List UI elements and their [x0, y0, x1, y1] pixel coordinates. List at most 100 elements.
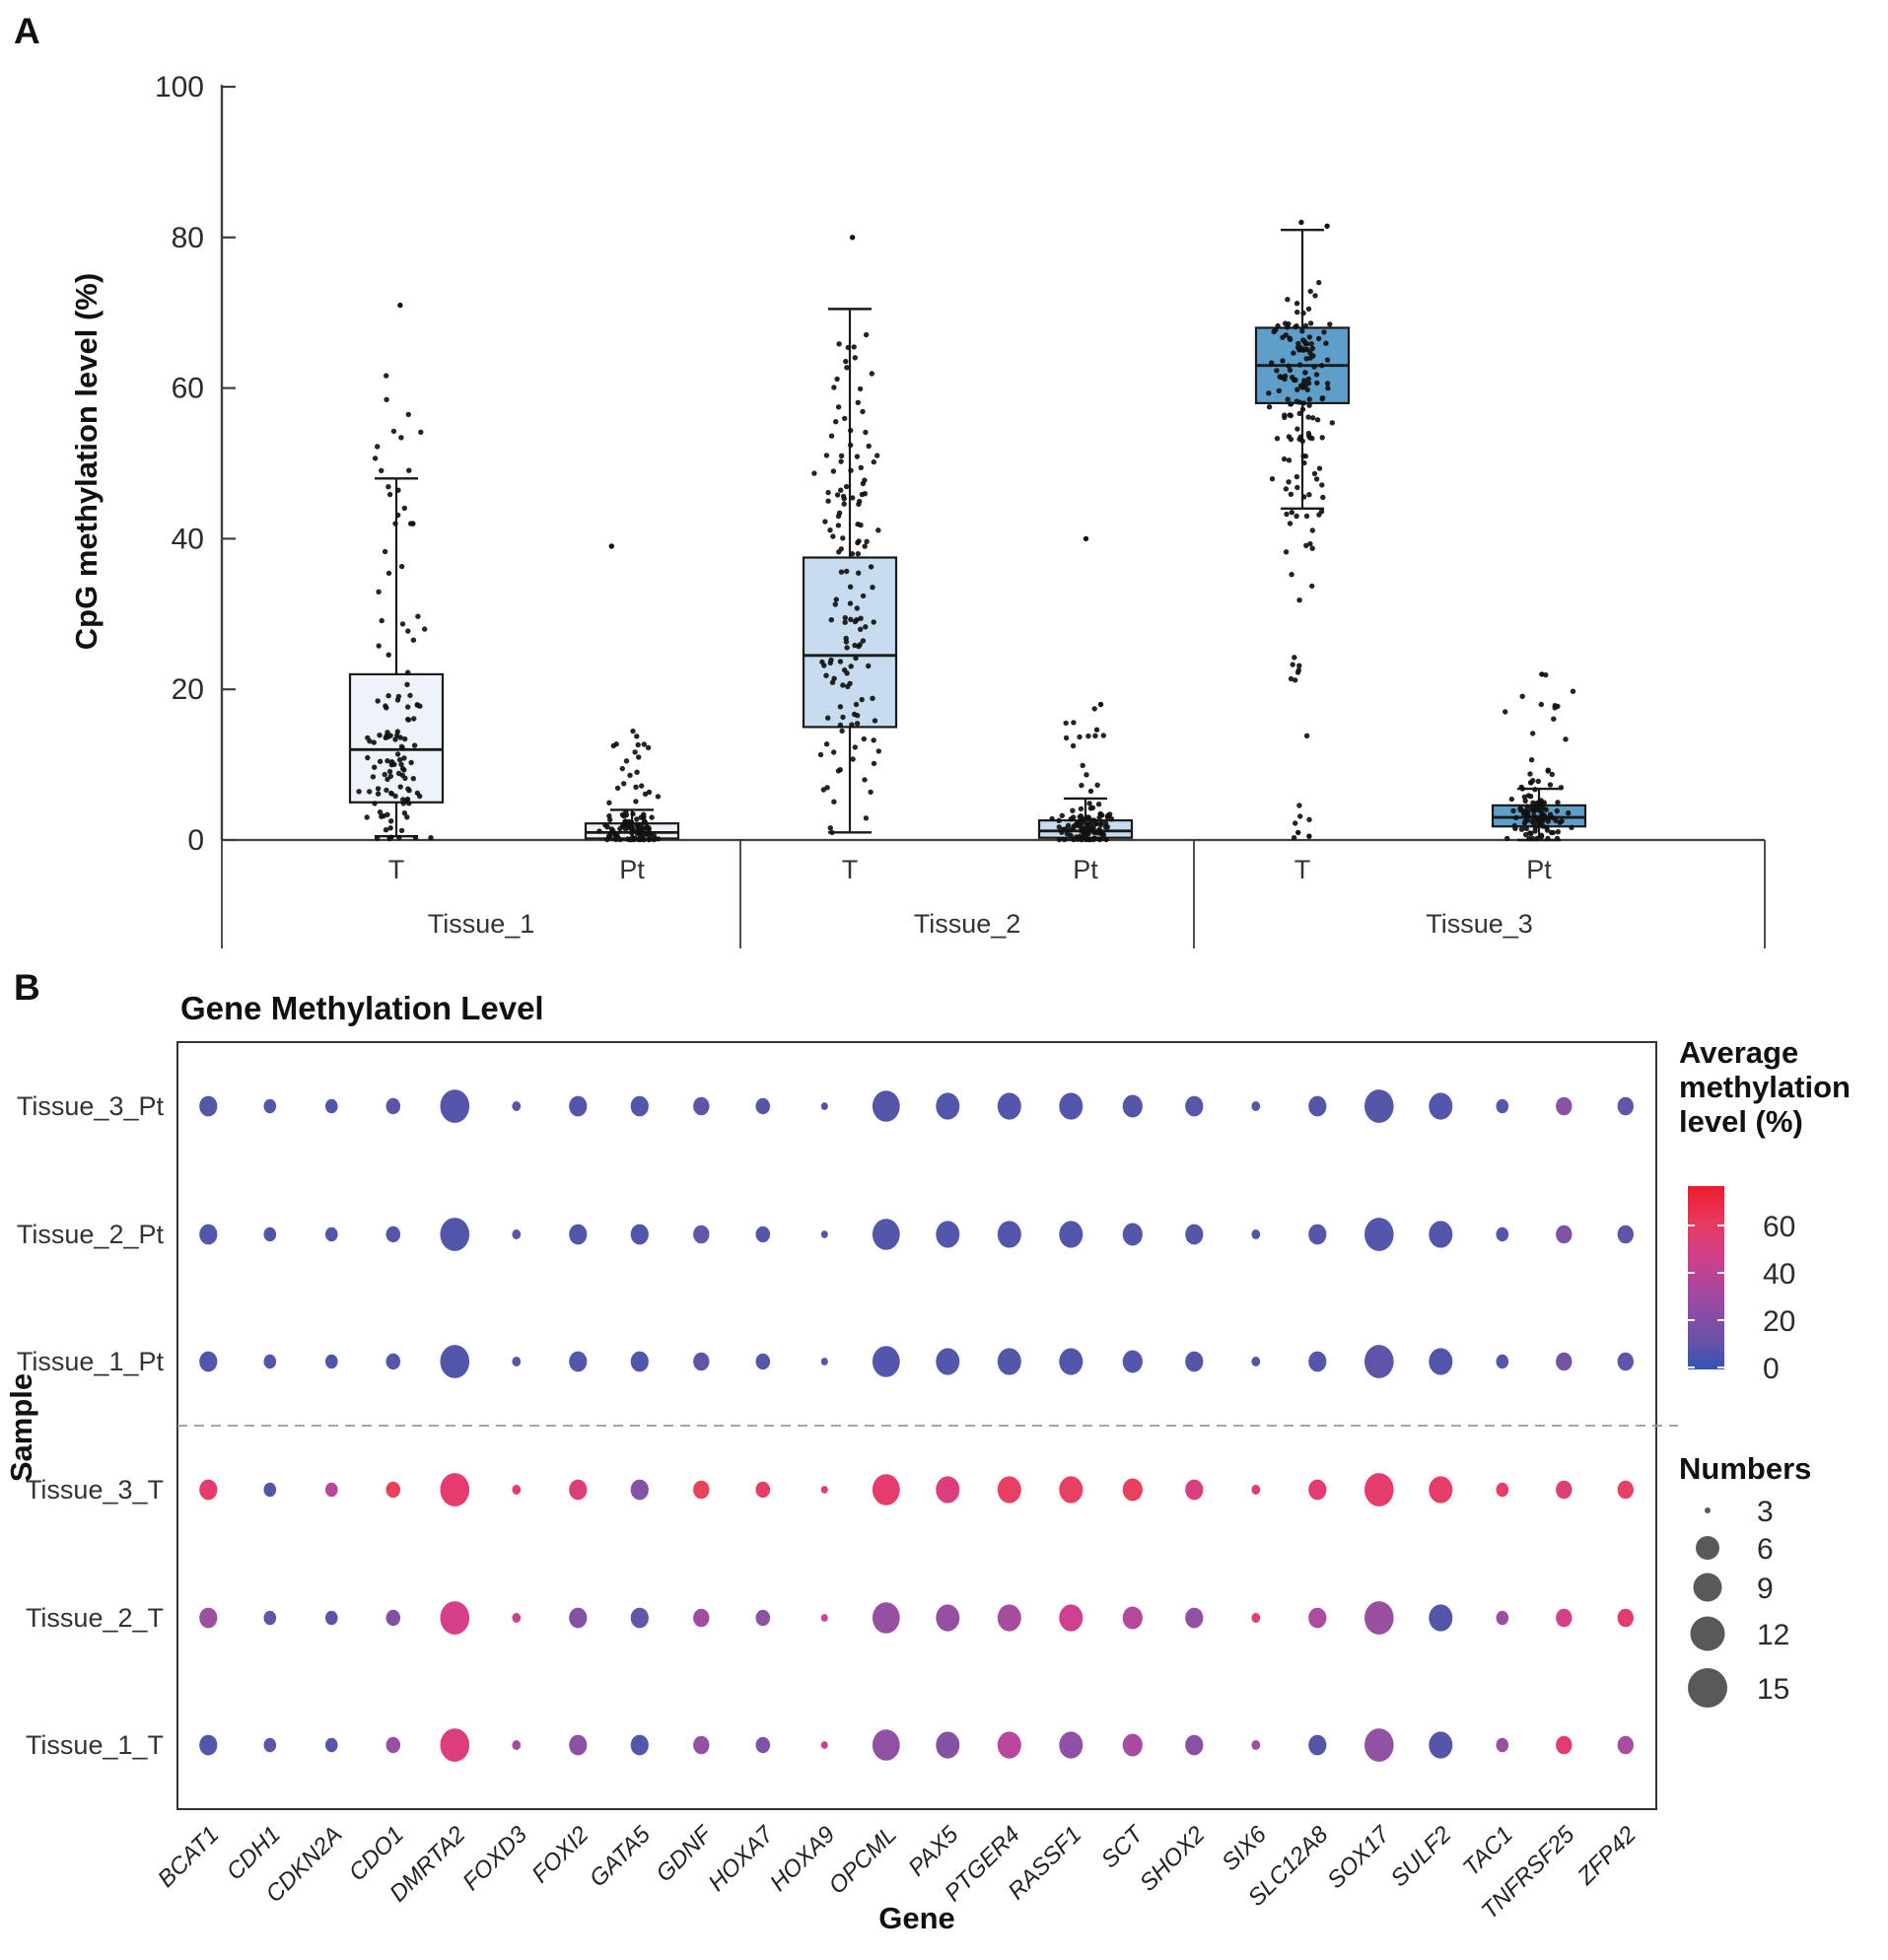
- data-point: [1325, 385, 1331, 391]
- data-point: [1283, 549, 1290, 555]
- data-point: [1056, 836, 1063, 843]
- bubble: [755, 1481, 771, 1499]
- data-point: [842, 415, 848, 422]
- data-point: [840, 535, 846, 541]
- data-point: [1061, 836, 1068, 843]
- data-point: [387, 825, 393, 831]
- data-point: [1063, 720, 1069, 727]
- data-point: [855, 551, 861, 557]
- data-point: [1266, 390, 1272, 396]
- data-point: [651, 836, 657, 843]
- data-point: [388, 791, 394, 797]
- data-point: [1533, 801, 1540, 806]
- data-point: [1273, 327, 1279, 333]
- data-point: [1286, 479, 1292, 485]
- data-point: [1306, 492, 1312, 498]
- data-point: [375, 791, 382, 797]
- panel-a-y-axis-title: CpG methylation level (%): [69, 273, 104, 650]
- data-point: [842, 619, 848, 625]
- gene-axis-label: OPCML: [824, 1821, 902, 1899]
- data-point: [1539, 818, 1546, 824]
- data-point: [1281, 455, 1288, 462]
- data-point: [1311, 364, 1317, 370]
- bubble: [1496, 1226, 1509, 1242]
- data-point: [1084, 831, 1089, 838]
- data-point: [1504, 835, 1510, 842]
- gene-axis-label: FOXD3: [457, 1821, 532, 1896]
- data-point: [866, 443, 872, 450]
- bubble: [1496, 1610, 1509, 1626]
- bubble: [693, 1608, 710, 1628]
- colorbar-legend-title-line3: level (%): [1679, 1104, 1803, 1139]
- jitter-points: [1503, 671, 1576, 842]
- data-point: [1085, 733, 1091, 739]
- data-point: [415, 613, 421, 619]
- size-legend-label: 15: [1757, 1673, 1789, 1706]
- data-point: [1098, 820, 1104, 826]
- data-point: [375, 444, 381, 450]
- data-point: [1311, 470, 1318, 477]
- data-point: [868, 564, 874, 570]
- colorbar-legend-title-line2: methylation: [1679, 1070, 1851, 1104]
- data-point: [390, 428, 397, 435]
- bubble: [263, 1354, 277, 1369]
- jitter-points: [356, 302, 434, 842]
- bubble: [440, 1601, 470, 1635]
- data-point: [1302, 370, 1308, 376]
- data-point: [1314, 417, 1321, 423]
- data-point: [1527, 771, 1533, 777]
- data-point: [870, 585, 875, 591]
- bubble: [1429, 1604, 1453, 1632]
- tissue-group-label: Tissue_2: [914, 909, 1021, 939]
- data-point: [1269, 360, 1275, 366]
- data-point: [621, 781, 627, 787]
- data-point: [849, 722, 855, 728]
- bubble: [1308, 1095, 1327, 1117]
- data-point: [1547, 782, 1554, 788]
- bubble: [199, 1095, 218, 1117]
- data-point: [870, 695, 875, 701]
- size-legend: 3 6 9 12 15: [1688, 1496, 1789, 1708]
- data-point: [859, 696, 865, 703]
- data-point: [1531, 821, 1537, 827]
- data-point: [394, 733, 400, 738]
- data-point: [1294, 513, 1299, 520]
- data-point: [1569, 824, 1574, 830]
- data-point: [375, 698, 381, 704]
- jitter-points: [1049, 535, 1115, 843]
- data-point: [1096, 827, 1103, 834]
- data-point: [1282, 373, 1289, 380]
- sub-axis-label: T: [842, 855, 859, 884]
- bubble: [263, 1226, 277, 1242]
- row-label: Tissue_1_Pt: [17, 1347, 165, 1376]
- data-point: [1291, 835, 1297, 841]
- bubble: [1429, 1731, 1453, 1759]
- data-point: [410, 776, 416, 782]
- data-point: [821, 663, 827, 668]
- data-point: [848, 664, 854, 669]
- data-point: [1294, 301, 1300, 307]
- bubble: [1496, 1737, 1509, 1753]
- data-point: [1296, 663, 1302, 668]
- data-point: [384, 396, 389, 402]
- data-point: [372, 455, 379, 461]
- data-point: [1296, 597, 1302, 603]
- data-point: [823, 453, 830, 458]
- colorbar-legend-title-line1: Average: [1679, 1035, 1798, 1070]
- data-point: [1086, 801, 1092, 806]
- bubble: [440, 1345, 470, 1378]
- data-point: [641, 818, 648, 824]
- outlier-point: [1295, 829, 1301, 836]
- data-point: [1306, 334, 1313, 340]
- bubble: [693, 1096, 710, 1116]
- bubble: [997, 1604, 1021, 1632]
- jitter-points: [811, 235, 881, 836]
- data-point: [831, 385, 837, 390]
- data-point: [1301, 494, 1307, 500]
- data-point: [639, 783, 645, 789]
- bubble: [1185, 1479, 1204, 1501]
- bubble: [1429, 1092, 1453, 1120]
- data-point: [1295, 667, 1302, 673]
- data-point: [1286, 457, 1293, 463]
- data-point: [850, 495, 856, 501]
